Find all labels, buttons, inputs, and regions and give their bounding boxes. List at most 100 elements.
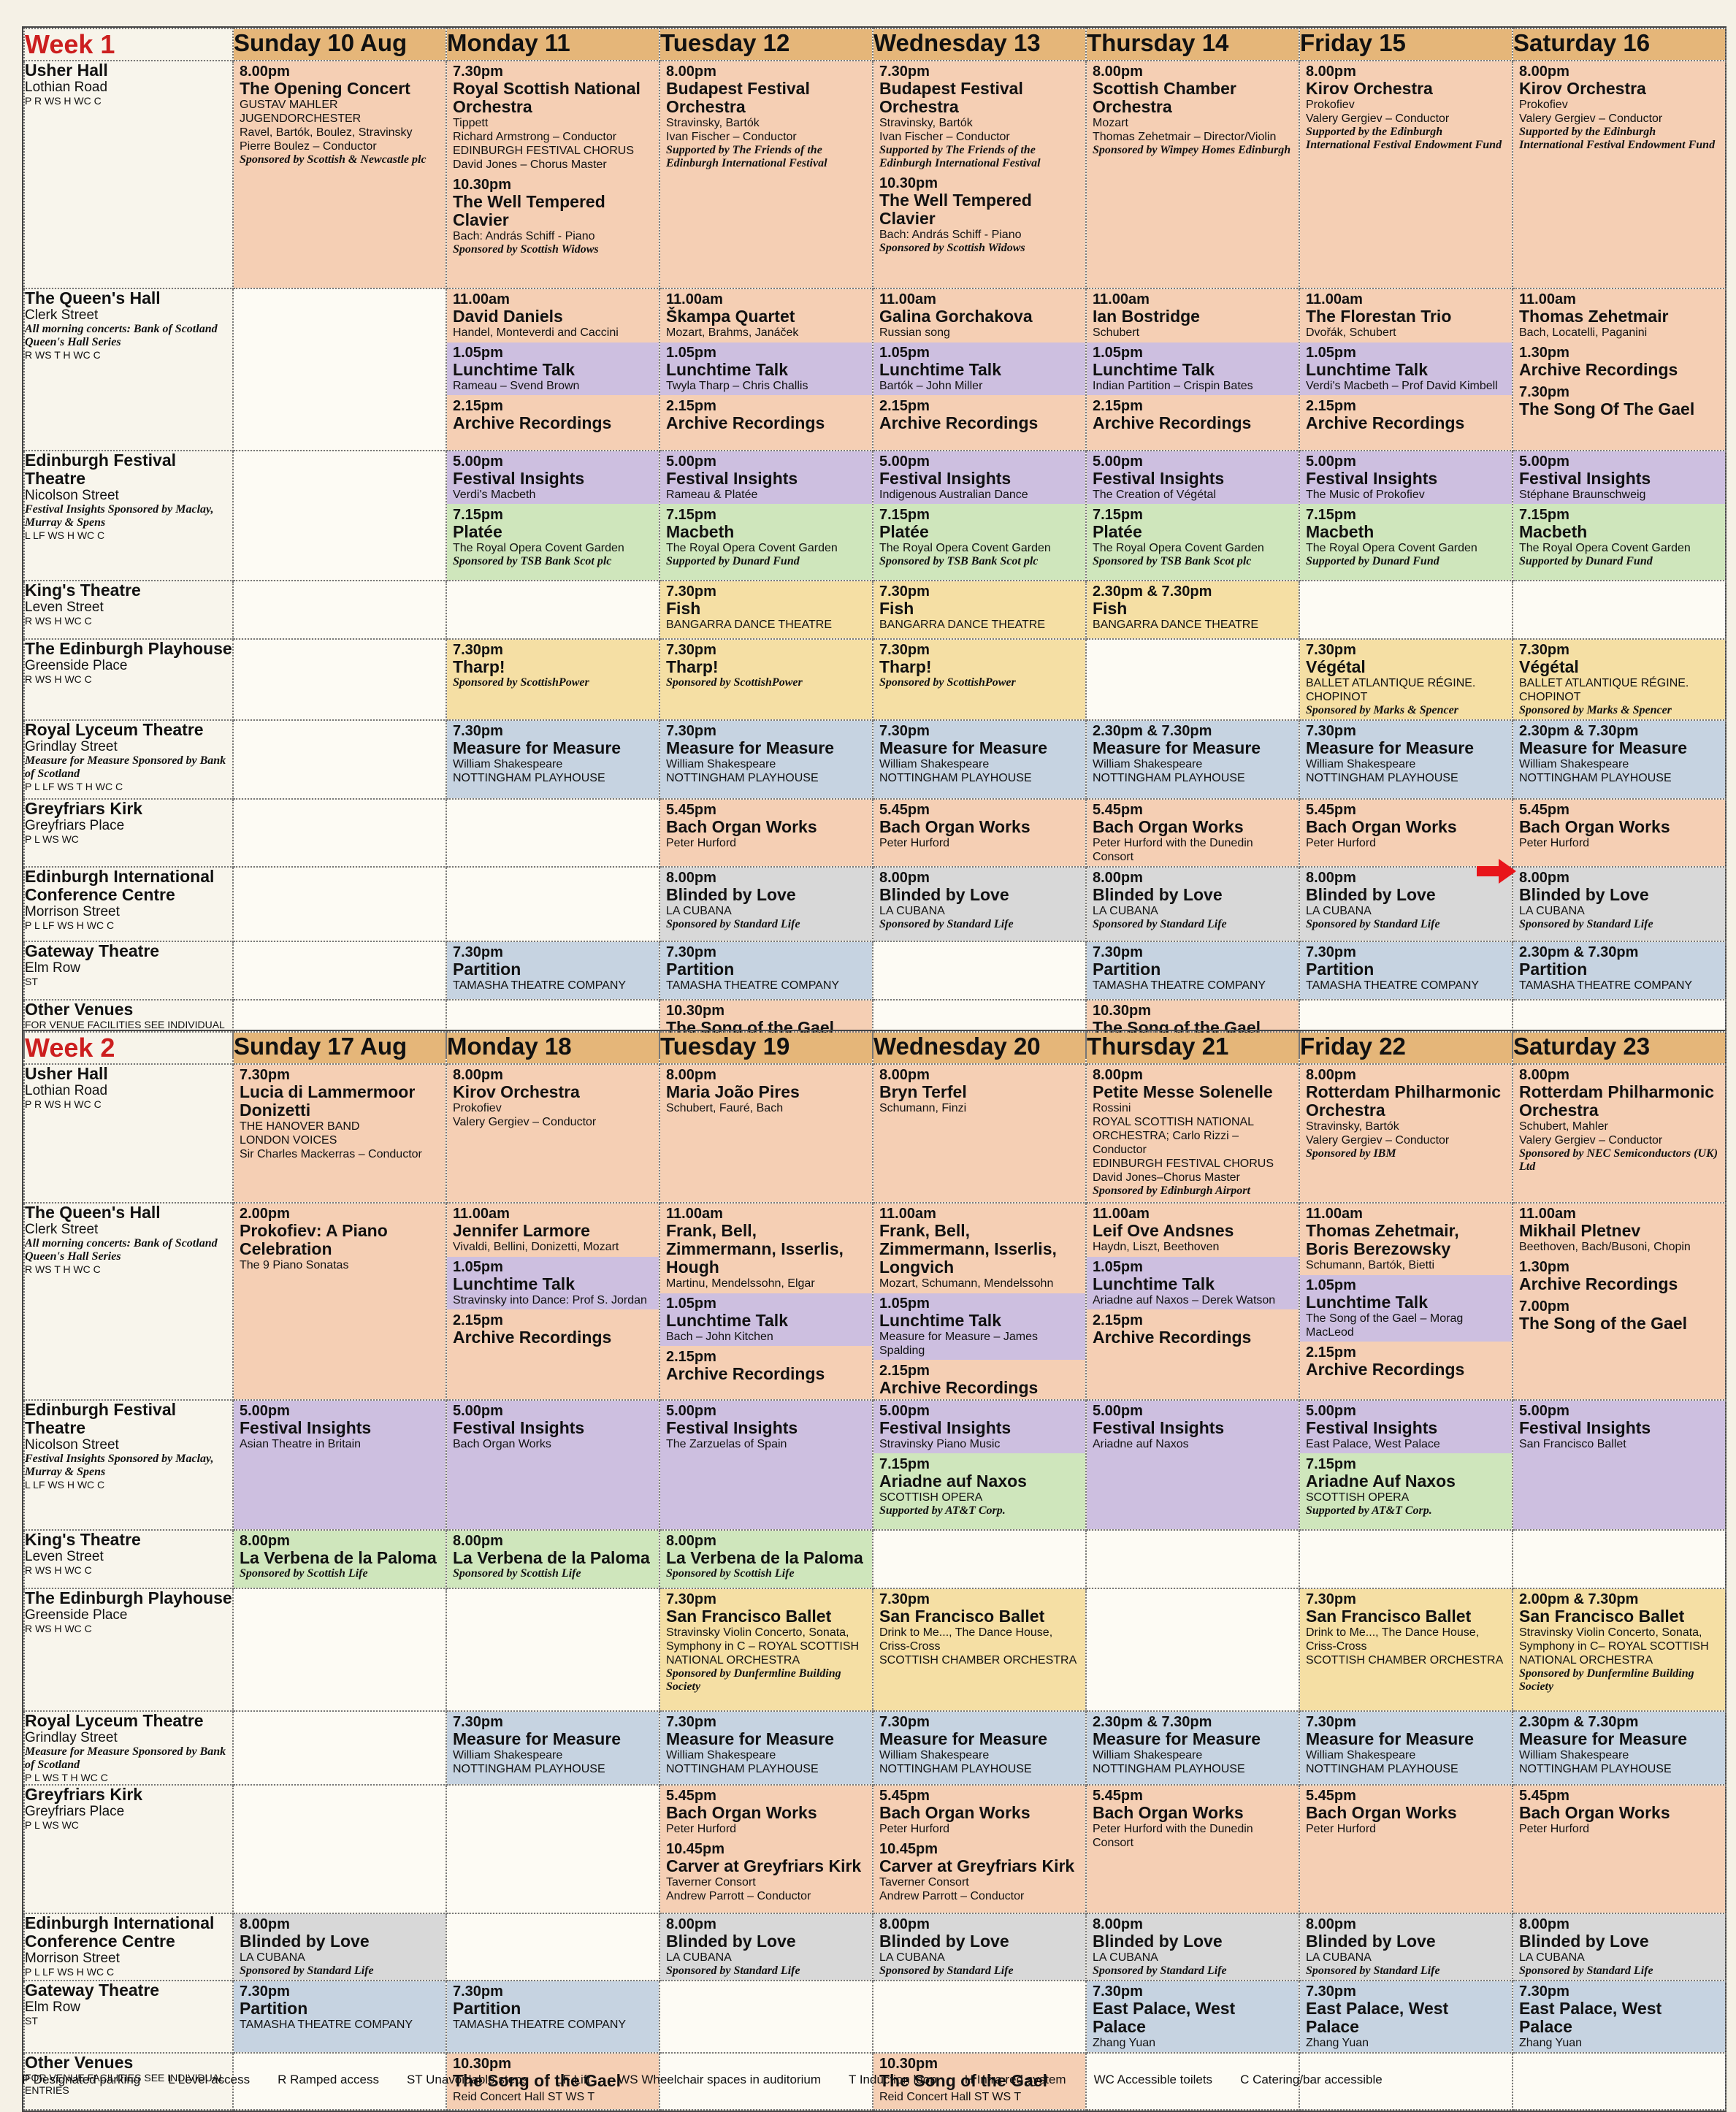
- event-entry: 8.00pm Rotterdam Philharmonic Orchestra St…: [1301, 1065, 1511, 1163]
- venue-cell: The Edinburgh Playhouse Greenside Place R …: [23, 638, 234, 721]
- event-time: 7.30pm: [240, 1067, 290, 1083]
- schedule-cell: 5.00pm Festival Insights Asian Theatre in …: [232, 1399, 447, 1531]
- venue-address: Nicolson Street: [25, 1437, 119, 1453]
- event-entry: 8.00pm Blinded by Love LA CUBANA Sponsored …: [1301, 1915, 1511, 1979]
- event-entry: 5.45pm Bach Organ Works Peter Hurford: [1301, 1786, 1511, 1838]
- venue-row: King's Theatre Leven Street R WS H WC C 8.0…: [23, 1529, 1727, 1589]
- venue-sponsor-note: Measure for Measure Sponsored by Bank of…: [25, 754, 226, 780]
- event-title: Archive Recordings: [453, 1328, 612, 1347]
- schedule-cell: 7.30pm Tharp! Sponsored by ScottishPower: [872, 638, 1087, 721]
- event-detail: The Royal Opera Covent Garden: [1519, 542, 1691, 554]
- event-detail: LA CUBANA: [1306, 1951, 1372, 1964]
- event-detail: The Royal Opera Covent Garden: [1093, 542, 1264, 554]
- event-sponsor: Sponsored by ScottishPower: [453, 676, 589, 689]
- event-detail: The Song of the Gael – Morag MacLeod: [1306, 1312, 1464, 1339]
- event-time: 7.30pm: [879, 1591, 930, 1607]
- event-detail: Pierre Boulez – Conductor: [240, 140, 377, 153]
- event-detail: Ariadne auf Naxos – Derek Watson: [1093, 1294, 1276, 1306]
- event-time: 2.15pm: [1306, 1344, 1356, 1361]
- day-header: Friday 15: [1299, 28, 1513, 61]
- event-title: Blinded by Love: [879, 1932, 1009, 1951]
- event-entry: 5.45pm Bach Organ Works Peter Hurford: [874, 800, 1085, 852]
- event-sponsor: Sponsored by Standard Life: [1093, 1964, 1227, 1977]
- event-sponsor: Sponsored by Dunfermline Building Societ…: [666, 1667, 841, 1693]
- event-title: Galina Gorchakova: [879, 307, 1033, 326]
- event-entry: 10.45pm Carver at Greyfriars Kirk Taverner…: [661, 1839, 871, 1905]
- event-entry: 7.30pm Partition TAMASHA THEATRE COMPANY: [1301, 943, 1511, 995]
- event-title: Festival Insights: [1093, 1418, 1225, 1437]
- event-title: Végétal: [1519, 657, 1579, 676]
- event-detail: William Shakespeare: [879, 758, 990, 770]
- event-time: 7.15pm: [1306, 1456, 1356, 1472]
- event-sponsor: Sponsored by Standard Life: [1519, 1964, 1653, 1977]
- schedule-cell: 8.00pm Rotterdam Philharmonic Orchestra Sc…: [1512, 1063, 1727, 1204]
- venue-address: Greyfriars Place: [25, 1804, 125, 1819]
- event-detail: William Shakespeare: [1306, 1749, 1416, 1761]
- event-title: Lunchtime Talk: [1306, 1293, 1428, 1312]
- facilities-legend: P Designated parking L Level access R Ramp…: [22, 2073, 1724, 2087]
- event-title: Archive Recordings: [1519, 1274, 1678, 1293]
- event-time: 10.30pm: [1093, 1003, 1152, 1019]
- event-entry: 5.00pm Festival Insights The Music of Prok…: [1301, 452, 1511, 504]
- venue-facilities: R WS H WC C: [25, 615, 92, 627]
- event-entry: 1.05pm Lunchtime Talk Bartók – John Miller: [874, 343, 1085, 395]
- event-title: Measure for Measure: [1093, 1729, 1261, 1748]
- event-entry: 11.00am Škampa Quartet Mozart, Brahms, Jan…: [661, 290, 871, 342]
- event-detail: The Royal Opera Covent Garden: [453, 542, 624, 554]
- event-title: Thomas Zehetmair, Boris Berezowsky: [1306, 1221, 1459, 1258]
- event-sponsor: Supported by the Edinburgh International…: [1306, 126, 1502, 151]
- venue-facilities: P L WS WC: [25, 833, 79, 845]
- event-detail: LA CUBANA: [1306, 905, 1372, 917]
- event-time: 1.05pm: [879, 1296, 930, 1312]
- schedule-cell: 11.00am Škampa Quartet Mozart, Brahms, Jan…: [659, 288, 873, 451]
- schedule-cell: 8.00pm La Verbena de la Paloma Sponsored b…: [446, 1529, 660, 1589]
- venue-cell: The Queen's Hall Clerk Street All morning …: [23, 1202, 234, 1401]
- event-title: The Song of the Gael: [1519, 1314, 1688, 1333]
- venue-name: Usher Hall: [25, 1064, 108, 1083]
- event-detail: SCOTTISH CHAMBER ORCHESTRA: [879, 1654, 1077, 1667]
- event-time: 7.30pm: [1306, 944, 1356, 960]
- venue-facilities: R WS H WC C: [25, 673, 92, 685]
- event-entry: 7.30pm Measure for Measure William Shakesp…: [448, 722, 658, 787]
- event-time: 11.00am: [453, 291, 510, 307]
- event-entry: 7.15pm Ariadne auf Naxos SCOTTISH OPERA Sup…: [874, 1454, 1085, 1520]
- schedule-cell: 8.00pm Kirov Orchestra Prokofiev Valery Ger…: [1512, 60, 1727, 289]
- schedule-cell: 8.00pm La Verbena de la Paloma Sponsored b…: [659, 1529, 873, 1589]
- event-entry: 8.00pm La Verbena de la Paloma Sponsored b…: [234, 1531, 445, 1583]
- schedule-cell: 11.00am Frank, Bell, Zimmermann, Isserlis…: [659, 1202, 873, 1401]
- venue-name: Edinburgh International Conference Centr…: [25, 1913, 215, 1951]
- event-entry: 5.00pm Festival Insights Ariadne auf Naxos: [1087, 1401, 1298, 1453]
- event-title: Lunchtime Talk: [666, 1311, 788, 1330]
- week-title: Week 1: [23, 28, 234, 61]
- event-detail: LA CUBANA: [879, 905, 945, 917]
- schedule-cell: 7.30pm Partition TAMASHA THEATRE COMPANY: [1085, 941, 1300, 1000]
- event-sponsor: Sponsored by Edinburgh Airport: [1093, 1185, 1250, 1197]
- schedule-cell: 5.45pm Bach Organ Works Peter Hurford with…: [1085, 1784, 1300, 1914]
- event-title: Archive Recordings: [879, 413, 1039, 432]
- event-detail: Peter Hurford with the Dunedin Consort: [1093, 837, 1253, 863]
- event-time: 8.00pm: [666, 1533, 716, 1549]
- schedule-cell: 7.30pm Lucia di Lammermoor Donizetti THE H…: [232, 1063, 447, 1204]
- event-time: 11.00am: [1519, 1206, 1576, 1222]
- event-title: Bach Organ Works: [879, 1803, 1030, 1822]
- schedule-cell: 11.00am Frank, Bell, Zimmermann, Isserlis…: [872, 1202, 1087, 1401]
- event-time: 2.15pm: [879, 398, 930, 414]
- schedule-cell: 7.30pm San Francisco Ballet Stravinsky Vio…: [659, 1588, 873, 1712]
- venue-facilities: R WS H WC C: [25, 1623, 92, 1634]
- event-title: Festival Insights: [453, 469, 585, 488]
- event-sponsor: Sponsored by Scottish Life: [453, 1567, 581, 1580]
- venue-name: Gateway Theatre: [25, 1981, 160, 2000]
- event-time: 2.30pm & 7.30pm: [1519, 944, 1639, 960]
- event-detail: Zhang Yuan: [1306, 2037, 1369, 2049]
- event-title: San Francisco Ballet: [1519, 1607, 1685, 1626]
- schedule-cell: 11.00am Thomas Zehetmair, Boris Berezowsk…: [1299, 1202, 1513, 1401]
- event-entry: 5.45pm Bach Organ Works Peter Hurford: [1301, 800, 1511, 852]
- event-detail: Stravinsky, Bartók: [879, 117, 973, 129]
- event-entry: 5.00pm Festival Insights San Francisco Bal…: [1514, 1401, 1724, 1453]
- event-title: Petite Messe Solenelle: [1093, 1082, 1273, 1101]
- schedule-table: Week 2 Sunday 17 Aug Monday 18 Tuesday 19 We…: [23, 1031, 1727, 2111]
- event-time: 8.00pm: [240, 1533, 290, 1549]
- event-title: Lunchtime Talk: [1306, 360, 1428, 379]
- event-title: Blinded by Love: [666, 885, 796, 904]
